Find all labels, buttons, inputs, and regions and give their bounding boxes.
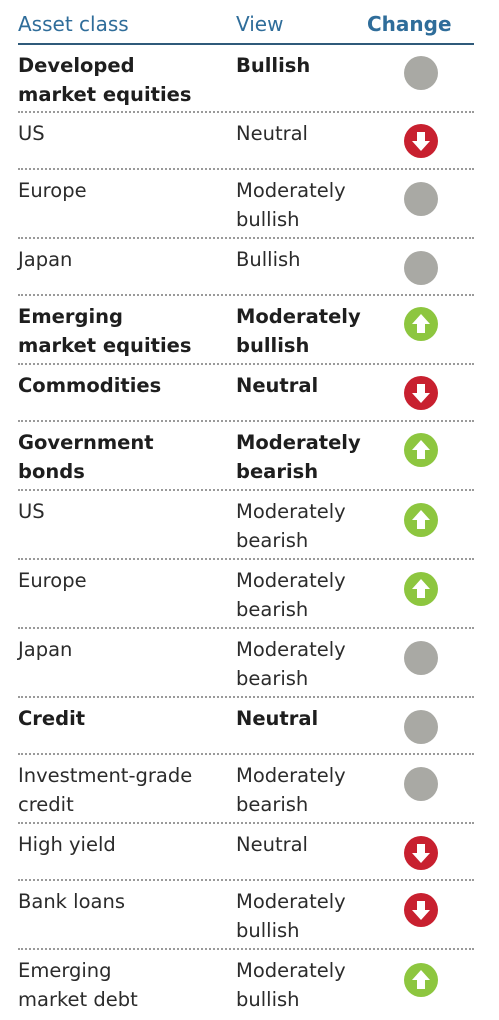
view-cell: Moderately bearish	[236, 638, 346, 690]
view-cell: Bullish	[236, 54, 311, 77]
view-cell: Moderately bearish	[236, 764, 346, 816]
table-header: Asset class View Change	[18, 0, 474, 45]
view-cell: Moderately bearish	[236, 569, 346, 621]
view-cell: Neutral	[236, 833, 308, 856]
arrow-up-icon	[404, 307, 438, 341]
asset-class-cell: Emerging market equities	[18, 305, 192, 357]
arrow-up-icon	[404, 572, 438, 606]
asset-class-cell: Europe	[18, 569, 87, 592]
table-row: Europe Moderately bullish	[18, 170, 474, 239]
table-row: Japan Bullish	[18, 239, 474, 296]
asset-class-cell: Commodities	[18, 374, 162, 397]
table-row: High yield Neutral	[18, 824, 474, 881]
table-row: Emerging market debt Moderately bullish	[18, 950, 474, 1020]
asset-class-cell: Emerging market debt	[18, 959, 138, 1011]
view-cell: Neutral	[236, 707, 319, 730]
table-row: Government bonds Moderately bearish	[18, 422, 474, 491]
asset-view-table: Asset class View Change Developed market …	[18, 0, 474, 1020]
neutral-circle-icon	[404, 710, 438, 744]
table-row: Emerging market equities Moderately bullish	[18, 296, 474, 365]
arrow-down-icon	[404, 376, 438, 410]
neutral-circle-icon	[404, 56, 438, 90]
header-change: Change	[367, 12, 452, 36]
view-cell: Neutral	[236, 374, 319, 397]
table-row: Bank loans Moderately bullish	[18, 881, 474, 950]
asset-class-cell: Bank loans	[18, 890, 125, 913]
view-cell: Moderately bullish	[236, 179, 346, 231]
table-row: Europe Moderately bearish	[18, 560, 474, 629]
table-row: Developed market equities Bullish	[18, 45, 474, 113]
asset-class-cell: US	[18, 500, 45, 523]
view-cell: Moderately bearish	[236, 500, 346, 552]
table-row: Japan Moderately bearish	[18, 629, 474, 698]
table-row: Commodities Neutral	[18, 365, 474, 422]
asset-class-cell: Japan	[18, 248, 73, 271]
neutral-circle-icon	[404, 182, 438, 216]
asset-class-cell: US	[18, 122, 45, 145]
table-body: Developed market equities Bullish US Neutral…	[18, 45, 474, 1020]
table-row: Credit Neutral	[18, 698, 474, 755]
header-view: View	[236, 12, 284, 36]
table-row: US Neutral	[18, 113, 474, 170]
arrow-down-icon	[404, 893, 438, 927]
arrow-down-icon	[404, 836, 438, 870]
neutral-circle-icon	[404, 641, 438, 675]
view-cell: Moderately bullish	[236, 959, 346, 1011]
asset-class-cell: Europe	[18, 179, 87, 202]
arrow-up-icon	[404, 503, 438, 537]
arrow-up-icon	[404, 963, 438, 997]
asset-class-cell: Investment-grade credit	[18, 764, 193, 816]
view-cell: Moderately bearish	[236, 431, 361, 483]
arrow-up-icon	[404, 433, 438, 467]
table-row: Investment-grade credit Moderately bearish	[18, 755, 474, 824]
asset-class-cell: Developed market equities	[18, 54, 192, 106]
neutral-circle-icon	[404, 251, 438, 285]
asset-class-cell: Japan	[18, 638, 73, 661]
view-cell: Moderately bullish	[236, 305, 361, 357]
neutral-circle-icon	[404, 767, 438, 801]
view-cell: Neutral	[236, 122, 308, 145]
view-cell: Bullish	[236, 248, 301, 271]
asset-class-cell: High yield	[18, 833, 116, 856]
view-cell: Moderately bullish	[236, 890, 346, 942]
table-row: US Moderately bearish	[18, 491, 474, 560]
asset-class-cell: Government bonds	[18, 431, 154, 483]
header-asset-class: Asset class	[18, 12, 129, 36]
asset-class-cell: Credit	[18, 707, 86, 730]
arrow-down-icon	[404, 124, 438, 158]
